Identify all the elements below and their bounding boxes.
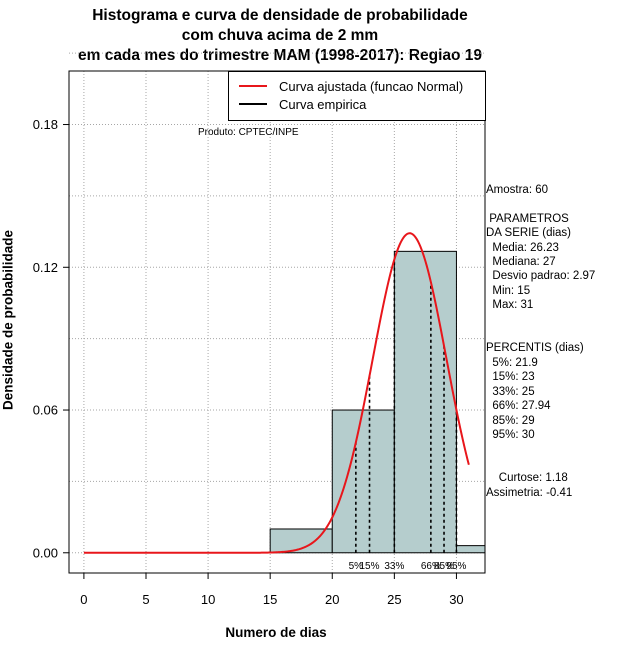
y-tick-label: 0.06: [33, 403, 58, 418]
statistics-panel: Amostra: 60 PARAMETROS DA SERIE (dias) Me…: [486, 183, 640, 500]
credit-text: Produto: CPTEC/INPE: [198, 127, 299, 138]
y-tick-label: 0.12: [33, 260, 58, 275]
legend: Curva ajustada (funcao Normal) Curva emp…: [228, 71, 486, 121]
title-line-1: Histograma e curva de densidade de proba…: [92, 7, 468, 24]
y-tick-label: 0.00: [33, 545, 58, 560]
x-tick-label: 25: [387, 592, 401, 607]
stats-line: Assimetria: -0.41: [486, 486, 573, 499]
y-axis-label: Densidade de probabilidade: [0, 229, 16, 411]
percentile-lines: 5%15% 33% 66%85%95%: [349, 259, 467, 572]
stats-line: 66%: 27.94: [486, 400, 551, 413]
histogram-bar: [331, 409, 395, 554]
stats-line: Curtose: 1.18: [486, 472, 568, 485]
stats-line: Media: 26.23: [486, 241, 559, 254]
percentile-label: 15%: [360, 561, 380, 572]
stats-line: 15%: 23: [486, 371, 535, 384]
fitted-curve: [83, 232, 470, 554]
y-tick-label: 0.18: [33, 117, 58, 132]
percentile-label: 66%: [421, 561, 441, 572]
legend-label-empirical: Curva empirica: [279, 96, 367, 112]
stats-line: PERCENTIS (dias): [486, 342, 584, 355]
stats-line: [486, 313, 640, 327]
stats-line: Amostra: 60: [486, 184, 548, 196]
legend-swatch-empirical: [239, 103, 267, 105]
x-axis-label: Numero de dias: [225, 625, 327, 640]
legend-item-empirical: Curva empirica: [239, 95, 366, 113]
chart-title: Histograma e curva de densidade de proba…: [0, 6, 560, 66]
curves: [83, 232, 470, 554]
stats-line: 5%: 21.9: [486, 356, 538, 369]
percentile-label: 33%: [384, 561, 404, 572]
stats-line: 85%: 29: [486, 414, 535, 427]
x-tick-label: 20: [325, 592, 339, 607]
title-line-3: em cada mes do trimestre MAM (1998-2017)…: [77, 47, 483, 64]
histogram-bar: [455, 545, 485, 554]
legend-item-fitted: Curva ajustada (funcao Normal): [239, 77, 463, 95]
stats-line: 33%: 25: [486, 385, 535, 398]
x-tick-label: 10: [201, 592, 215, 607]
x-tick-label: 0: [80, 592, 87, 607]
x-tick-label: 5: [142, 592, 149, 607]
stats-line: [486, 457, 640, 471]
x-tick-label: 15: [263, 592, 277, 607]
stats-line: Desvio padrao: 2.97: [486, 270, 596, 283]
histogram-bar: [393, 250, 457, 554]
stats-line: DA SERIE (dias): [486, 227, 571, 240]
percentile-label: 85%: [434, 561, 454, 572]
title-line-2: com chuva acima de 2 mm: [181, 27, 379, 44]
legend-swatch-fitted: [239, 85, 267, 87]
stats-line: PARAMETROS: [486, 212, 569, 225]
percentile-label: 95%: [446, 561, 466, 572]
x-tick-label: 30: [449, 592, 463, 607]
stats-line: Mediana: 27: [486, 256, 556, 269]
stats-line: Min: 15: [486, 284, 531, 297]
histogram-bars: [269, 250, 485, 554]
percentile-label: 5%: [349, 561, 364, 572]
stats-line: [486, 442, 640, 456]
stats-line: [486, 327, 640, 341]
stats-line: Max: 31: [486, 299, 534, 312]
stats-line: [486, 197, 640, 211]
legend-label-fitted: Curva ajustada (funcao Normal): [279, 78, 464, 94]
stats-line: 95%: 30: [486, 428, 535, 441]
